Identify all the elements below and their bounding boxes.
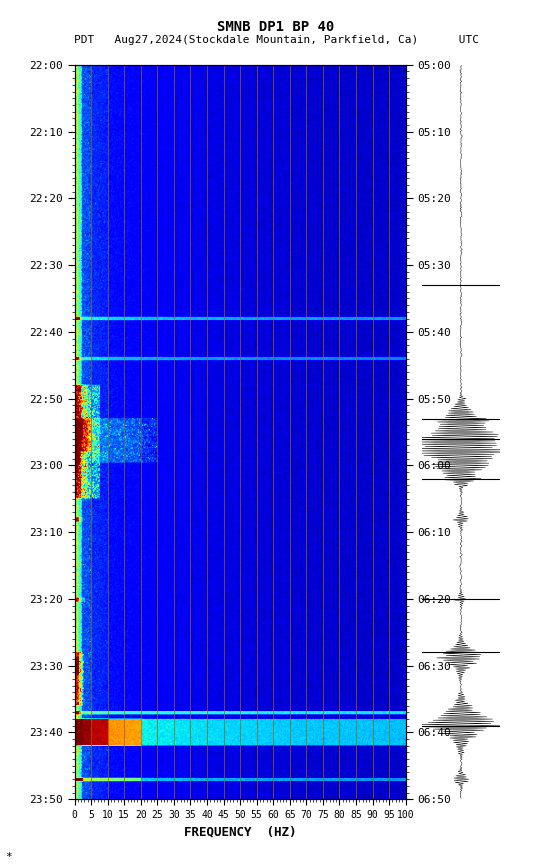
Text: *: * — [6, 852, 12, 861]
Text: SMNB DP1 BP 40: SMNB DP1 BP 40 — [217, 20, 335, 34]
X-axis label: FREQUENCY  (HZ): FREQUENCY (HZ) — [184, 825, 296, 838]
Text: PDT   Aug27,2024(Stockdale Mountain, Parkfield, Ca)      UTC: PDT Aug27,2024(Stockdale Mountain, Parkf… — [73, 35, 479, 45]
